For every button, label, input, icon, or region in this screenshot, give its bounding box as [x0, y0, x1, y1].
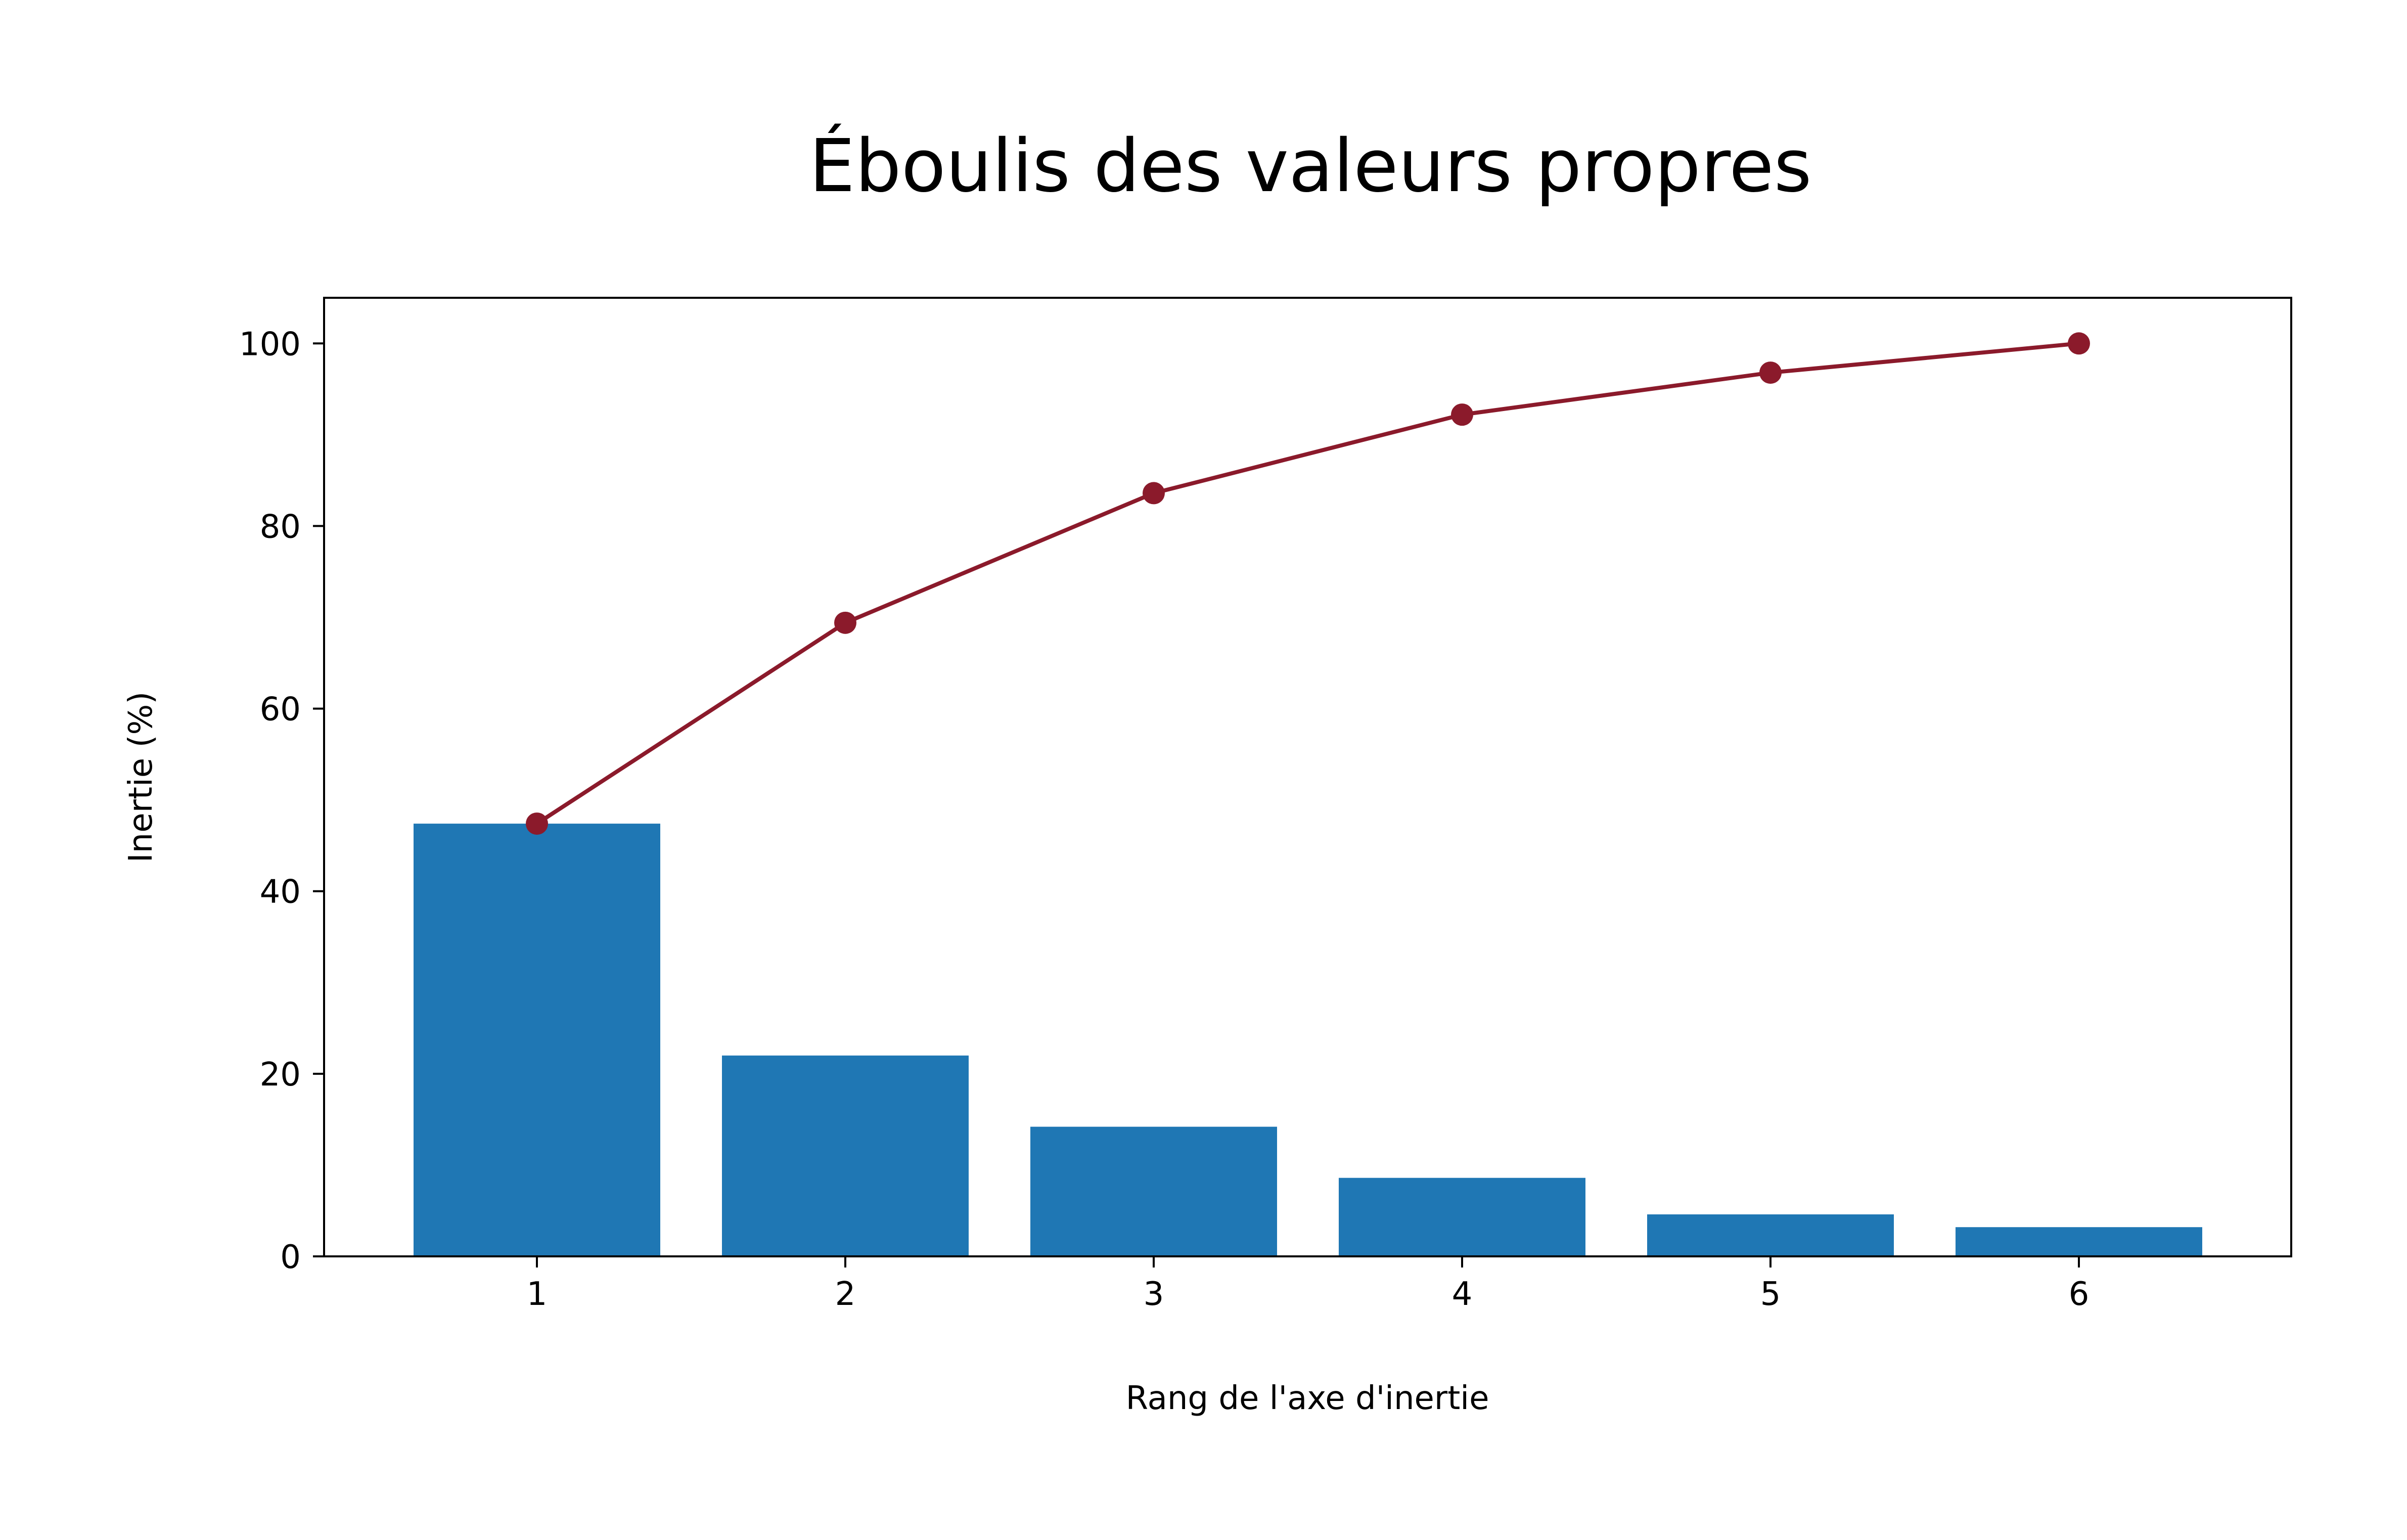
bar-4: [1339, 1177, 1585, 1256]
x-tick-label-1: 1: [527, 1276, 548, 1313]
plot-frame: [323, 297, 2292, 1257]
y-tick-label-0: 0: [280, 1239, 301, 1276]
y-tick-label-60: 60: [260, 691, 301, 729]
y-tick-label-100: 100: [239, 326, 301, 363]
y-axis-label: Inertie (%): [122, 692, 160, 863]
x-tick-label-6: 6: [2069, 1276, 2090, 1313]
cumulative-point-1: [526, 812, 548, 835]
cumulative-point-3: [1143, 482, 1165, 505]
plot-area: [414, 332, 2202, 1256]
x-tick-label-2: 2: [835, 1276, 856, 1313]
y-tick-label-20: 20: [260, 1056, 301, 1094]
bar-3: [1030, 1126, 1277, 1256]
y-axis: 0 20 40 60 80 100: [239, 326, 324, 1276]
y-tick-label-80: 80: [260, 508, 301, 546]
cumulative-line: [535, 341, 2079, 826]
bar-2: [722, 1055, 969, 1256]
cumulative-point-2: [834, 611, 856, 634]
x-tick-label-4: 4: [1452, 1276, 1473, 1313]
bar-1: [414, 824, 660, 1256]
cumulative-point-6: [2068, 332, 2090, 355]
x-axis-label: Rang de l'axe d'inertie: [1126, 1380, 1489, 1417]
bar-6: [1956, 1227, 2202, 1256]
cumulative-point-4: [1451, 403, 1473, 426]
y-tick-label-40: 40: [260, 874, 301, 911]
x-tick-label-3: 3: [1144, 1276, 1164, 1313]
chart-title: Éboulis des valeurs propres: [809, 123, 1811, 208]
bar-5: [1647, 1214, 1894, 1256]
x-axis: 1 2 3 4 5 6: [527, 1256, 2090, 1313]
x-tick-label-5: 5: [1760, 1276, 1781, 1313]
cumulative-point-5: [1759, 361, 1782, 384]
